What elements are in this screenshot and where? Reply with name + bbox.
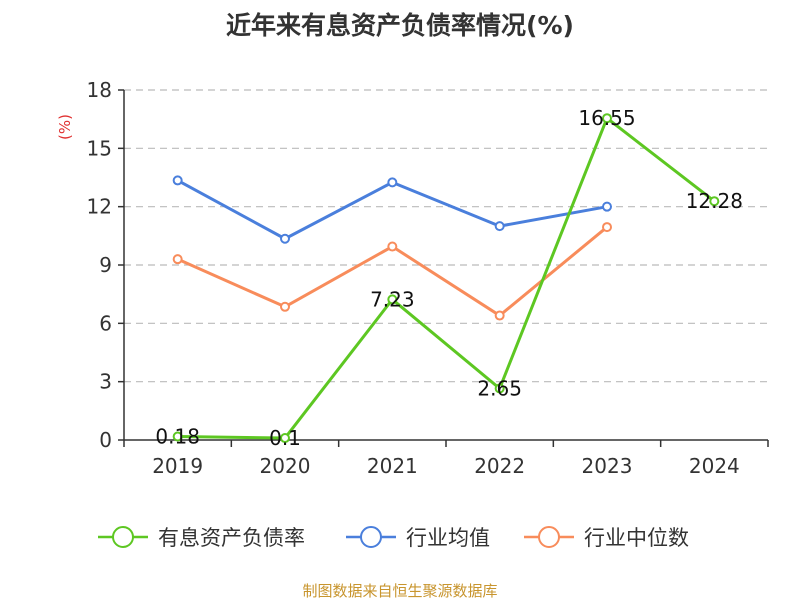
data-point <box>602 222 612 233</box>
data-point <box>494 383 505 394</box>
legend-marker <box>360 526 382 548</box>
legend-item[interactable]: 有息资产负债率 <box>98 526 305 550</box>
y-tick-label: 18 <box>87 78 112 102</box>
series-lines <box>172 113 720 444</box>
grid-lines <box>124 89 768 383</box>
x-tick-label: 2020 <box>260 454 311 478</box>
legend-label: 行业均值 <box>406 526 490 550</box>
y-tick-label: 0 <box>99 428 112 452</box>
data-label: 0.1 <box>269 426 301 450</box>
y-tick-label: 3 <box>99 370 112 394</box>
data-labels: 0.18 0.1 7.23 2.65 16.55 12.28 <box>155 106 743 450</box>
legend-marker <box>538 526 560 548</box>
data-point <box>387 294 398 305</box>
legend-label: 有息资产负债率 <box>158 526 305 550</box>
data-point <box>602 113 612 124</box>
x-tick-label: 2019 <box>152 454 203 478</box>
legend-marker <box>112 526 134 548</box>
legend-item[interactable]: 行业中位数 <box>524 526 689 550</box>
data-point <box>172 431 183 442</box>
chart-title: 近年来有息资产负债率情况(%) <box>226 11 574 40</box>
data-point <box>280 433 290 444</box>
source-note: 制图数据来自恒生聚源数据库 <box>302 582 498 600</box>
y-tick-label: 6 <box>99 311 112 335</box>
data-label: 12.28 <box>686 189 743 213</box>
data-point <box>494 221 505 232</box>
legend[interactable]: 有息资产负债率 行业均值 行业中位数 <box>98 526 689 550</box>
data-point <box>172 175 183 186</box>
data-point <box>494 310 505 321</box>
data-label: 0.18 <box>155 425 200 449</box>
series-line <box>176 179 608 241</box>
x-tick-label: 2024 <box>689 454 740 478</box>
data-point <box>602 201 612 212</box>
x-tick-label: 2022 <box>474 454 525 478</box>
data-point <box>280 301 290 312</box>
data-point <box>709 196 720 207</box>
y-tick-label: 9 <box>99 253 112 277</box>
series-line <box>177 116 716 440</box>
x-tick-label: 2023 <box>582 454 633 478</box>
x-tick-label: 2021 <box>367 454 418 478</box>
data-label: 16.55 <box>578 106 635 130</box>
legend-label: 行业中位数 <box>584 526 689 550</box>
y-tick-label: 12 <box>87 195 112 219</box>
data-label: 2.65 <box>477 376 522 400</box>
data-point <box>172 254 183 265</box>
axes: 0 3 6 9 12 15 18 2019 2020 2021 2022 2023 2024 (%) <box>56 78 769 478</box>
data-point <box>387 241 398 252</box>
data-point <box>387 177 398 188</box>
legend-item[interactable]: 行业均值 <box>346 526 490 550</box>
data-point <box>280 233 290 244</box>
y-tick-label: 15 <box>87 136 112 160</box>
y-axis-unit-label: (%) <box>56 114 74 140</box>
data-label: 7.23 <box>370 287 415 311</box>
